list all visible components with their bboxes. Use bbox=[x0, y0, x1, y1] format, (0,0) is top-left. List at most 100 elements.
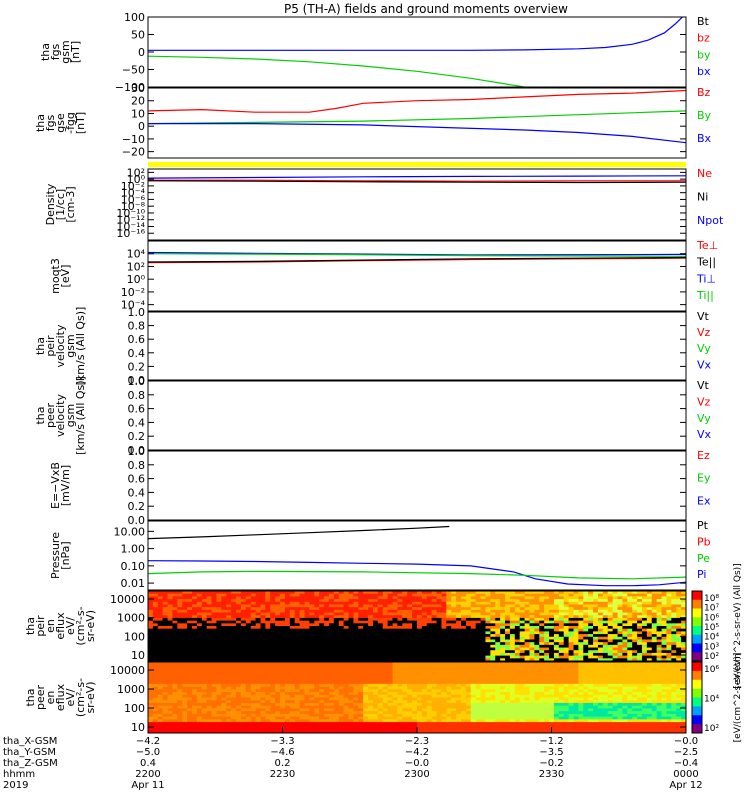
colorbar-frame bbox=[691, 590, 703, 662]
legend-label: Vt bbox=[697, 310, 710, 323]
x-row-value: 2300 bbox=[404, 769, 429, 780]
y-tick-label: 10⁻⁸ bbox=[121, 200, 146, 213]
legend-label: Vy bbox=[697, 412, 711, 425]
x-row-value: −0.0 bbox=[674, 736, 698, 747]
series-line-4-3 bbox=[148, 257, 686, 264]
x-row-label: tha_X-GSM bbox=[3, 736, 57, 747]
legend-label: bz bbox=[697, 32, 710, 45]
y-tick-label: 0.0 bbox=[128, 374, 146, 387]
legend-label: Ex bbox=[697, 494, 711, 507]
x-row-value: −0.4 bbox=[674, 758, 698, 769]
y-tick-label: 10² bbox=[127, 166, 145, 179]
series-line-2-2 bbox=[148, 110, 686, 125]
y-tick-label: 0.8 bbox=[128, 389, 146, 402]
y-tick-label: 10⁻¹⁶ bbox=[116, 227, 145, 240]
series-line-4-1 bbox=[148, 251, 686, 256]
colorbar-tick-label: 10⁴ bbox=[704, 695, 719, 705]
x-row-value: −0.0 bbox=[405, 758, 429, 769]
y-tick-label: 10 bbox=[131, 721, 145, 734]
colorbar-tick-label: 10⁵ bbox=[704, 623, 719, 633]
legend-label: Vz bbox=[697, 395, 711, 408]
legend-label: Vx bbox=[697, 428, 712, 441]
y-tick-label: 100 bbox=[124, 11, 145, 24]
legend-label: Npot bbox=[697, 214, 724, 227]
x-row-value: 2330 bbox=[539, 769, 564, 780]
y-tick-label: 10⁴ bbox=[127, 248, 146, 261]
y-axis-label: thapeervelocitygsm[km/s (All Qs)] bbox=[34, 376, 87, 455]
panel-frame bbox=[147, 311, 687, 381]
series-line-4-2 bbox=[148, 253, 686, 257]
x-axis-labels: tha_X-GSM −4.2 −3.3 −2.3 −1.2 −0.0 tha_Y-GSM −5… bbox=[3, 727, 703, 791]
y-tick-label: 1.0 bbox=[128, 375, 146, 388]
legend-label: bx bbox=[697, 65, 711, 78]
figure-title: P5 (TH-A) fields and ground moments over… bbox=[284, 2, 568, 16]
y-tick-label: 10 bbox=[131, 649, 145, 662]
panel-frame bbox=[147, 240, 687, 312]
y-tick-label: 0.8 bbox=[128, 320, 146, 333]
y-tick-label: 10⁻² bbox=[121, 286, 145, 299]
y-tick-label: 0.2 bbox=[128, 500, 146, 513]
y-tick-label: 10⁻¹⁰ bbox=[116, 207, 145, 220]
x-row-value: −3.5 bbox=[539, 747, 563, 758]
series-line-8-2 bbox=[148, 560, 686, 587]
colorbar-tick-label: 10⁶ bbox=[704, 613, 719, 623]
y-tick-label: 10⁰ bbox=[127, 273, 146, 286]
colorbar-segment bbox=[692, 670, 702, 681]
y-tick-label: 0.01 bbox=[121, 577, 146, 590]
legend-label: By bbox=[697, 109, 712, 122]
y-axis-label: thapeirenefluxeV/(cm²-s-sr-eV) bbox=[24, 606, 97, 645]
colorbar-segment bbox=[692, 697, 702, 707]
y-tick-label: 0 bbox=[138, 46, 145, 59]
colorbar-tick-label: 10⁴ bbox=[704, 633, 719, 643]
colorbar-tick-label: 10⁶ bbox=[704, 665, 719, 675]
panel-frame bbox=[147, 16, 687, 88]
y-tick-label: −50 bbox=[122, 64, 145, 77]
y-tick-label: 10⁰ bbox=[127, 173, 146, 186]
x-row-value: −2.5 bbox=[674, 747, 698, 758]
y-tick-label: 1.00 bbox=[121, 543, 146, 556]
legend-label: Ni bbox=[697, 190, 708, 203]
y-tick-label: 10⁻¹² bbox=[116, 214, 145, 227]
panel-1: 100 50 0 −50 −100 thafgsgsm[nT] Bt bz by bx bbox=[39, 11, 711, 94]
y-tick-label: 0.6 bbox=[128, 403, 146, 416]
y-tick-label: 10000 bbox=[110, 593, 145, 606]
series-line-2-3 bbox=[148, 122, 686, 144]
legend-label: Bt bbox=[697, 15, 710, 28]
series-line-3-1 bbox=[148, 175, 686, 179]
quality-flag-bar bbox=[148, 162, 686, 167]
series-line-1-3 bbox=[148, 17, 684, 51]
y-tick-label: 50 bbox=[131, 29, 145, 42]
spectrogram bbox=[148, 591, 686, 661]
colorbar-segment bbox=[692, 617, 702, 627]
y-tick-label: 0 bbox=[138, 120, 145, 133]
x-row-value: Apr 12 bbox=[669, 780, 702, 791]
series-line-4-4 bbox=[148, 256, 686, 263]
y-axis-label: Density[1/cc][cm-3] bbox=[44, 183, 77, 225]
y-tick-label: 10000 bbox=[110, 664, 145, 677]
x-row-value: −3.3 bbox=[270, 736, 294, 747]
x-row-value: 2200 bbox=[135, 769, 160, 780]
colorbar-segment bbox=[692, 679, 702, 690]
panel-frame bbox=[147, 520, 687, 591]
series-line-1-2 bbox=[148, 55, 525, 87]
colorbar-tick-label: 10² bbox=[704, 652, 719, 662]
y-tick-label: 10⁻¹⁴ bbox=[116, 220, 145, 233]
legend-label: Ey bbox=[697, 472, 711, 485]
y-tick-label: 100 bbox=[124, 630, 145, 643]
x-row-value: −1.2 bbox=[539, 736, 563, 747]
y-tick-label: 30 bbox=[131, 82, 145, 95]
legend-label: Ez bbox=[697, 449, 710, 462]
y-tick-label: 0.0 bbox=[128, 444, 146, 457]
y-tick-label: 0.4 bbox=[128, 416, 146, 429]
colorbar-label: [eV/(cm^2-s-sr-eV) (All Qs)] bbox=[733, 563, 743, 688]
x-row-value: 0.2 bbox=[275, 758, 291, 769]
y-axis-label: thapeerenefluxeV/(cm²-s-sr-eV) bbox=[24, 678, 97, 717]
y-tick-label: −100 bbox=[115, 81, 145, 94]
series-line-3-3 bbox=[148, 180, 686, 184]
colorbar-frame bbox=[691, 661, 703, 734]
y-tick-label: 20 bbox=[131, 95, 145, 108]
panel-5: 1.00.80.60.40.20.0thapeirvelocitygsm[km/… bbox=[34, 306, 712, 387]
